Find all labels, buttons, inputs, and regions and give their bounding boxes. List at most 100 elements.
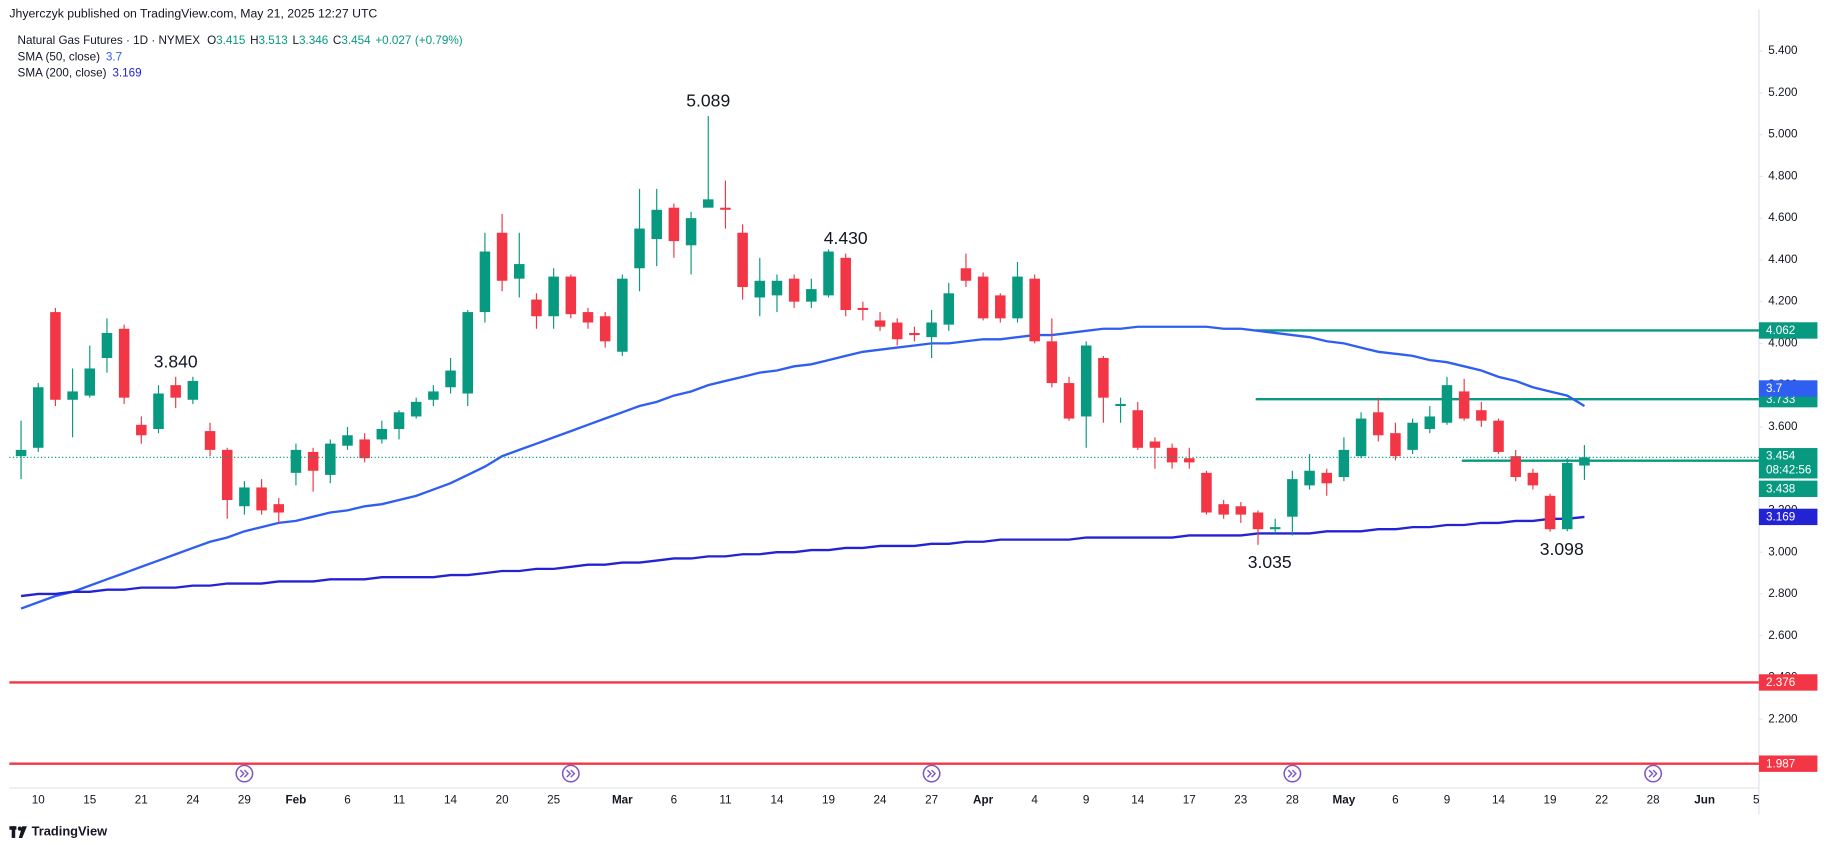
candle-body — [685, 218, 697, 246]
level-label-box — [1758, 674, 1818, 691]
y-tick-label: 3.600 — [1768, 420, 1798, 433]
y-tick-label: 2.600 — [1768, 629, 1798, 642]
level-label: 1.987 — [1766, 757, 1795, 770]
candle-body — [428, 391, 439, 400]
candle-body — [1544, 495, 1556, 530]
candle-body — [1252, 512, 1264, 530]
candle-body — [1080, 345, 1092, 417]
candle-body — [445, 370, 456, 388]
event-arrow — [1287, 769, 1297, 778]
x-tick-label: 19 — [1544, 794, 1557, 807]
sma-line — [20, 515, 1585, 598]
x-tick-label: 14 — [1492, 794, 1505, 807]
legend-line: SMA (200, close) 3.169 — [18, 67, 142, 80]
candle-body — [1012, 276, 1023, 319]
candle-body — [943, 293, 955, 325]
candle-body — [479, 251, 491, 313]
candle-body — [1269, 527, 1281, 530]
candle-body — [101, 332, 113, 359]
level-label: 4.062 — [1766, 324, 1795, 337]
candle-body — [187, 380, 199, 400]
x-tick-label: 23 — [1234, 794, 1247, 807]
candle-body — [857, 307, 869, 310]
candle-body — [1115, 403, 1126, 407]
x-tick-label: 9 — [1444, 794, 1451, 807]
event-icon — [235, 764, 254, 783]
candle-body — [359, 439, 370, 459]
candle-body — [599, 316, 611, 342]
x-tick-label: Mar — [612, 794, 633, 807]
candle-body — [1029, 278, 1040, 342]
x-tick-label: 14 — [444, 794, 457, 807]
candle-body — [720, 207, 731, 210]
logo-part — [18, 826, 27, 838]
price-annotation: 3.840 — [154, 351, 198, 371]
candle-body — [960, 268, 972, 281]
candle-body — [531, 299, 542, 317]
candle-body — [754, 280, 766, 298]
legend-value: 3.169 — [112, 67, 141, 80]
event-icon — [1644, 764, 1663, 783]
candle-body — [136, 424, 147, 436]
y-tick-label: 2.200 — [1768, 712, 1798, 725]
x-tick-label: 29 — [238, 794, 251, 807]
x-tick-label: Feb — [286, 794, 307, 807]
x-tick-label: 24 — [186, 794, 199, 807]
x-tick-label: 28 — [1647, 794, 1660, 807]
event-icon — [922, 764, 941, 783]
x-tick-label: 6 — [344, 794, 351, 807]
event-arrow — [1648, 769, 1658, 778]
candle-body — [221, 449, 233, 500]
candle-body — [926, 322, 937, 338]
candle-body — [1098, 358, 1109, 398]
price-annotation: 4.430 — [824, 228, 868, 248]
candle-body — [668, 207, 680, 242]
candle-body — [32, 387, 44, 448]
candle-body — [170, 385, 181, 398]
x-tick-label: 21 — [135, 794, 148, 807]
brand-name: TradingView — [32, 824, 109, 839]
level-label: 2.376 — [1766, 676, 1795, 689]
level-label: 3.438 — [1766, 482, 1795, 495]
x-tick-label: May — [1333, 794, 1356, 807]
candle-body — [1235, 506, 1247, 515]
last-price-box — [1758, 448, 1818, 479]
candle-body — [50, 312, 61, 400]
candle-body — [1132, 410, 1144, 448]
x-tick-label: Jun — [1694, 794, 1715, 807]
candle-body — [1493, 420, 1504, 452]
candle-body — [1304, 470, 1315, 486]
x-tick-label: 27 — [925, 794, 938, 807]
candle-body — [153, 393, 164, 429]
y-tick-label: 4.600 — [1768, 211, 1798, 224]
candle-body — [239, 487, 250, 507]
y-tick-label: 4.800 — [1768, 169, 1798, 182]
candle-body — [995, 295, 1006, 319]
level-label-box — [1758, 322, 1818, 339]
y-tick-label: 5.000 — [1768, 128, 1798, 141]
x-tick-label: Apr — [973, 794, 994, 807]
y-tick-label: 4.200 — [1768, 295, 1798, 308]
candle-body — [1424, 416, 1436, 429]
countdown: 08:42:56 — [1766, 463, 1811, 476]
candle-body — [1372, 412, 1384, 436]
x-tick-label: 4 — [1031, 794, 1038, 807]
x-tick-label: 15 — [83, 794, 96, 807]
sma-label: 3.169 — [1766, 511, 1795, 524]
x-tick-label: 11 — [719, 794, 731, 807]
event-icon — [1283, 764, 1302, 783]
candle-body — [325, 443, 336, 475]
candle-body — [256, 487, 267, 511]
candle-body — [1166, 447, 1178, 463]
legend-line: SMA (50, close) 3.7 — [18, 50, 123, 63]
candle-body — [737, 232, 748, 288]
candle-body — [1046, 341, 1058, 384]
event-arrow — [566, 769, 576, 778]
candle-body — [840, 257, 851, 310]
brand-logo — [9, 826, 27, 838]
candle-body — [1338, 449, 1350, 478]
sma-line — [20, 325, 1586, 610]
candle-body — [1579, 457, 1590, 466]
